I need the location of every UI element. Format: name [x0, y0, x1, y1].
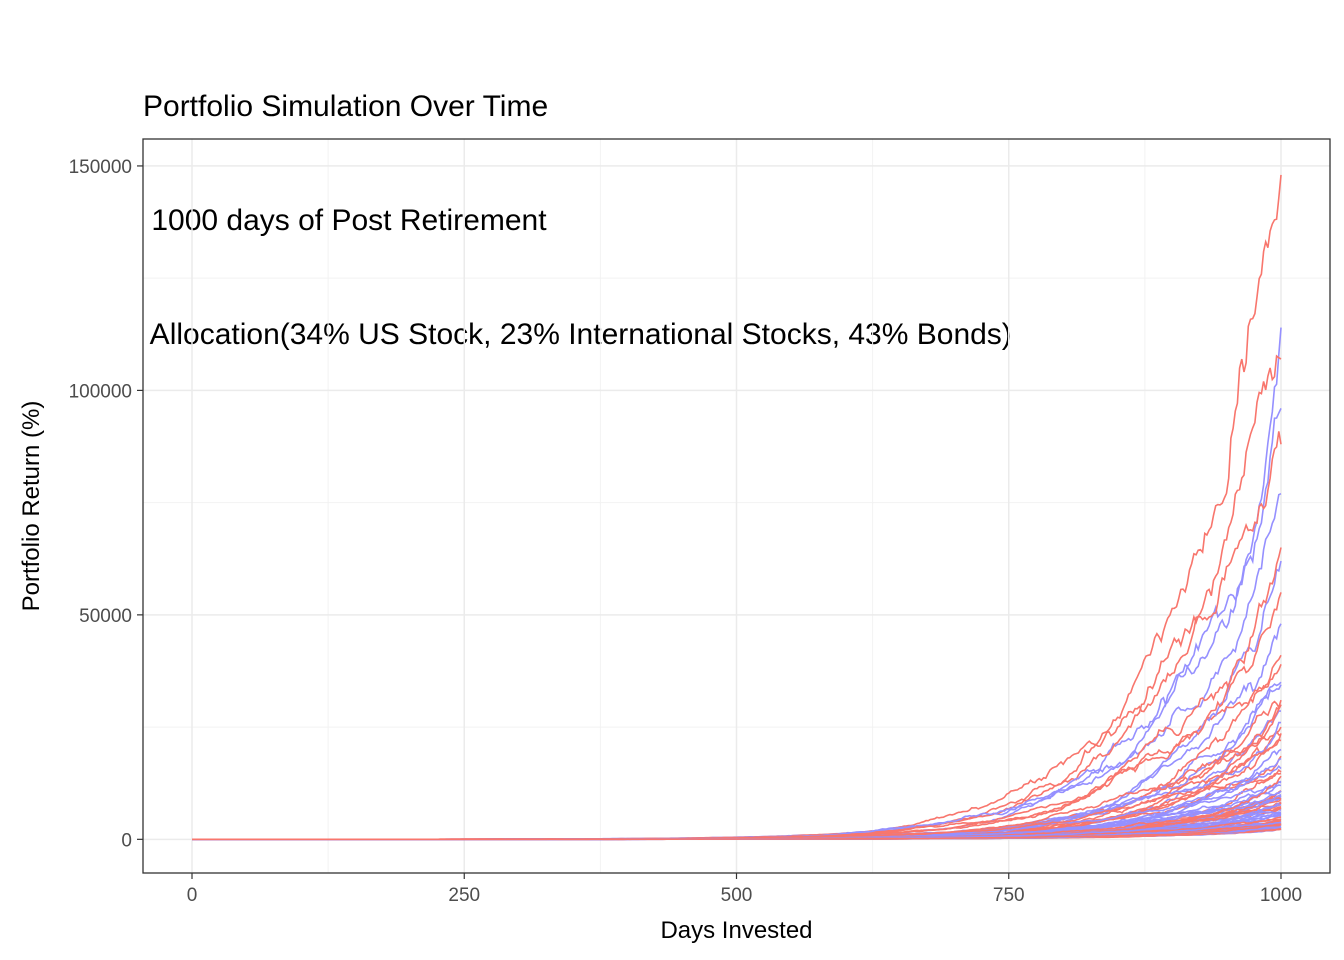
- axis-ticks: 0 250 500 750 1000 0 50000 100000 150000: [69, 157, 1303, 906]
- x-tick-label: 1000: [1260, 885, 1302, 906]
- x-tick-label: 250: [448, 885, 480, 906]
- simulation-line: [192, 823, 1282, 841]
- x-tick-label: 750: [993, 885, 1025, 906]
- chart-subtitle-line-2: Allocation(34% US Stock, 23% Internation…: [143, 318, 1012, 351]
- y-tick-label: 50000: [79, 606, 132, 627]
- y-tick-label: 150000: [69, 157, 132, 178]
- x-tick-label: 0: [187, 885, 198, 906]
- chart-title: Portfolio Simulation Over Time: [143, 90, 549, 123]
- x-tick-label: 500: [721, 885, 753, 906]
- y-axis-title: Portfolio Return (%): [18, 401, 45, 612]
- chart-title-block: Portfolio Simulation Over Time 1000 days…: [143, 12, 1012, 392]
- y-tick-label: 0: [121, 830, 132, 851]
- x-axis-title: Days Invested: [660, 917, 812, 944]
- grid-lines: [143, 139, 1330, 873]
- chart-subtitle-line-1: 1000 days of Post Retirement: [143, 204, 547, 237]
- simulation-lines: [192, 174, 1282, 841]
- y-tick-label: 100000: [69, 381, 132, 402]
